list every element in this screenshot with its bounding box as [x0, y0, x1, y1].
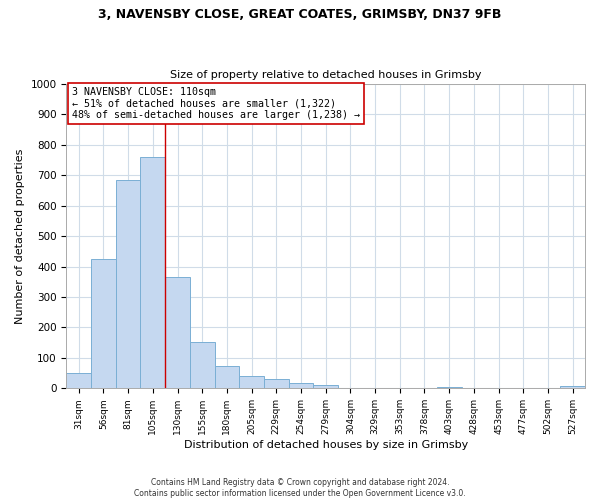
Bar [264, 378, 289, 388]
Bar [215, 366, 239, 388]
Y-axis label: Number of detached properties: Number of detached properties [15, 148, 25, 324]
Bar [560, 386, 585, 388]
Text: 3 NAVENSBY CLOSE: 110sqm
← 51% of detached houses are smaller (1,322)
48% of sem: 3 NAVENSBY CLOSE: 110sqm ← 51% of detach… [71, 87, 359, 120]
Bar [239, 376, 264, 388]
Bar [190, 342, 215, 388]
Text: 3, NAVENSBY CLOSE, GREAT COATES, GRIMSBY, DN37 9FB: 3, NAVENSBY CLOSE, GREAT COATES, GRIMSBY… [98, 8, 502, 20]
Bar [116, 180, 140, 388]
Bar [91, 259, 116, 388]
Bar [67, 372, 91, 388]
Text: Contains HM Land Registry data © Crown copyright and database right 2024.
Contai: Contains HM Land Registry data © Crown c… [134, 478, 466, 498]
Bar [437, 387, 461, 388]
Bar [140, 157, 165, 388]
Bar [165, 278, 190, 388]
Bar [289, 383, 313, 388]
Bar [313, 384, 338, 388]
Title: Size of property relative to detached houses in Grimsby: Size of property relative to detached ho… [170, 70, 481, 81]
X-axis label: Distribution of detached houses by size in Grimsby: Distribution of detached houses by size … [184, 440, 468, 450]
